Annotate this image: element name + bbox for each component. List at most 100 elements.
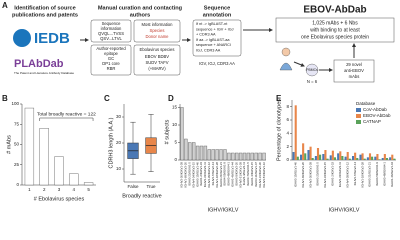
box-title: Ebolavirus species (140, 47, 175, 52)
iedb-logo-mark (13, 29, 31, 47)
x-tick-label: 3 (58, 187, 61, 192)
summary-line: one Ebolavirus species protein (301, 34, 369, 40)
panel-label: D (168, 94, 174, 103)
bar (292, 152, 295, 160)
annotation-line: sequence + ANARCI (196, 43, 231, 47)
box-line: RBR (107, 66, 116, 71)
box-line: SUDV TAFV (145, 60, 168, 65)
info-box (133, 44, 181, 76)
panel-a: A Identification of source publications … (2, 1, 395, 84)
bar (391, 154, 394, 160)
annotation-output: IGV, IGJ, CDR3 AA (199, 61, 235, 66)
bar (329, 155, 332, 160)
box-line: GC (108, 56, 114, 61)
panel-label: B (2, 94, 8, 103)
info-box (192, 19, 242, 57)
bar (250, 152, 254, 161)
summary-line: 1,025 mAbs + 6 Nbs (312, 20, 358, 26)
bar (339, 151, 342, 160)
bar (393, 158, 396, 160)
x-tick-label: IGHV4-39/IGKV1-12 (345, 162, 349, 188)
x-tick-label: 2 (43, 187, 46, 192)
y-tick-label: 5 (174, 140, 177, 145)
bar (366, 157, 369, 160)
bar (24, 107, 35, 186)
box-title: Author-reported (96, 46, 126, 51)
x-tick-label: IGHV1-3/IGKV3-15 (250, 162, 254, 186)
y-tick-label: 8 (286, 104, 289, 109)
y-tick-label: 10 (116, 166, 122, 171)
figure: A Identification of source publications … (2, 1, 396, 213)
bar (69, 173, 79, 186)
annotation-line: + CDR3 AA (196, 33, 216, 37)
info-box (90, 44, 132, 76)
box-line: Species (150, 28, 165, 33)
y-tick-label: 25 (14, 162, 20, 167)
y-axis-label: # subjects (164, 119, 170, 144)
x-tick-label: IGHV1-69/IGKV3-20 (301, 162, 305, 188)
y-tick-label: 75 (14, 121, 20, 126)
annotation-line: IGJ, CDR3 AA (196, 49, 221, 53)
bar (363, 158, 366, 160)
box-title: epitope (104, 51, 118, 56)
bar (302, 143, 305, 160)
step-title: Identification of source (14, 5, 76, 11)
panel-label: A (2, 1, 8, 10)
x-tick-label: 1 (28, 187, 31, 192)
donor-count: N = 6 (307, 79, 318, 84)
legend-label: EBOV-AbDab (363, 113, 391, 118)
bar (359, 154, 362, 160)
bar (231, 152, 235, 161)
bar (376, 154, 379, 160)
donor-icon (279, 62, 293, 71)
y-axis-label: # mAbs (6, 135, 12, 154)
database-title: EBOV-AbDab (303, 5, 366, 16)
bar (319, 154, 322, 160)
bar (337, 153, 340, 160)
legend-title: Database (356, 101, 376, 106)
info-box (133, 19, 181, 43)
x-tick-label: IGHV3-30/IGKV1-39 (308, 162, 312, 188)
bar (341, 156, 344, 160)
legend-swatch (356, 114, 361, 118)
bar (219, 149, 223, 161)
bar (294, 105, 297, 160)
bar (54, 156, 64, 186)
y-axis-label: CDRH3 length (A.A.) (108, 117, 114, 168)
box-line: Donor name (145, 34, 169, 39)
bar (246, 152, 251, 161)
x-tick-label: IGHV1-46/IGLV1-44 (231, 162, 235, 187)
bar (304, 153, 307, 160)
panel-label: C (104, 94, 110, 103)
x-tick-label: IGHV3-21/IGLV3-21 (219, 162, 223, 187)
x-axis-label: # Ebolavirus species (34, 196, 85, 202)
bar (368, 153, 372, 160)
pbmc-icon (305, 63, 319, 77)
bar (371, 156, 374, 160)
box-title: information (101, 26, 122, 31)
x-tick-label: IGHV3-33/IGKV3-11 (338, 162, 342, 188)
bar (203, 145, 208, 161)
x-tick-label: IGHV3-7/IGLV2-14 (211, 162, 215, 186)
bar (242, 152, 247, 161)
bar (211, 149, 215, 161)
x-tick-label: IGHV1-18/IGKV2-28 (215, 162, 219, 188)
x-tick-label: IGHV3-53/IGKV1-16 (262, 162, 266, 188)
step-title: publications and patents (12, 12, 78, 18)
x-tick-label: IGHV3-30/IGKV1-39 (180, 162, 184, 188)
y-tick-label: 0 (286, 157, 289, 162)
bar (199, 145, 204, 161)
bar (207, 149, 211, 161)
annotation: Total broadly reactive = 122 (37, 111, 96, 117)
bar (316, 148, 320, 160)
bar (354, 152, 357, 160)
x-tick-label: IGHV3-23/IGKV1-5 (316, 162, 320, 186)
bar (351, 156, 355, 160)
legend-label: CoV-AbDab (363, 107, 387, 112)
annotation-line: If aa -> IgBLAST-aa (196, 38, 230, 42)
bar (180, 107, 184, 161)
donor-icon (281, 47, 291, 57)
novel-line: 29 novel (346, 62, 362, 67)
x-tick-label: IGHV1-2/IGKV1-33 (331, 162, 335, 186)
x-tick-label: IGHV3-33/IGKV3-11 (203, 162, 207, 188)
